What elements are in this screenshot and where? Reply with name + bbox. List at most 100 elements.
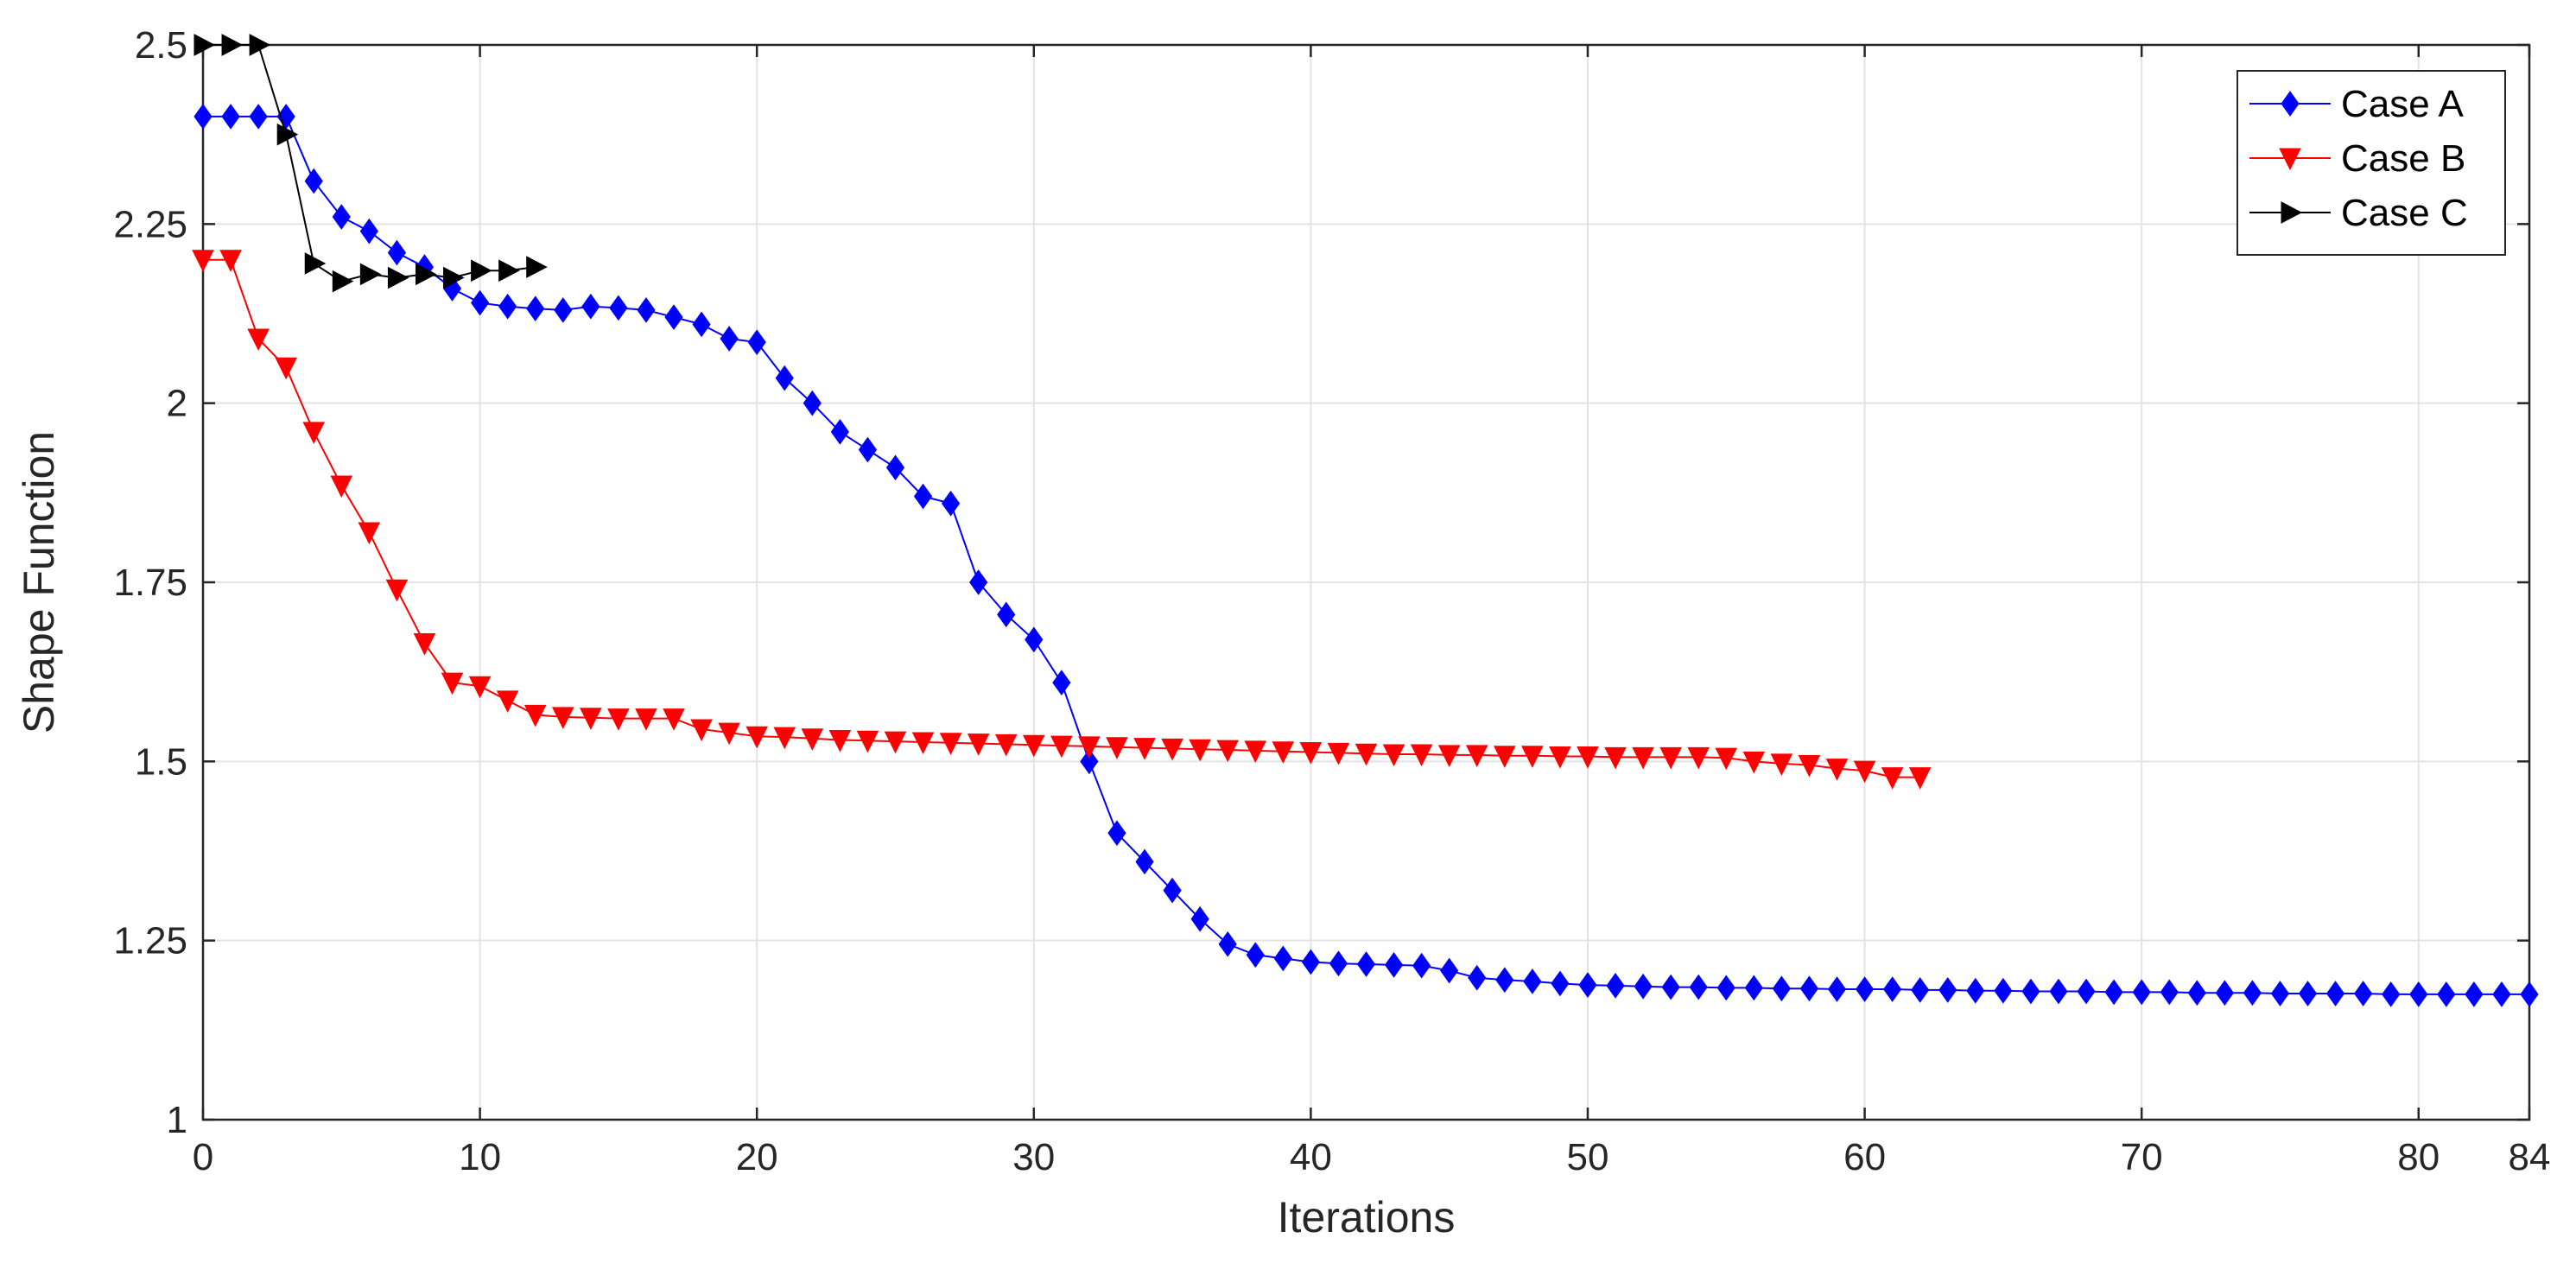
data-point-case-b — [1577, 746, 1599, 769]
y-tick-label: 1.25 — [113, 920, 187, 962]
legend-marker — [2281, 201, 2303, 224]
data-point-case-a — [2325, 981, 2345, 1006]
data-point-case-b — [247, 328, 270, 352]
data-point-case-b — [1133, 738, 1156, 760]
data-point-case-b — [1327, 742, 1350, 765]
data-point-case-b — [635, 708, 657, 731]
data-point-case-a — [554, 296, 573, 323]
x-tick-label: 60 — [1843, 1136, 1886, 1178]
grid-lines — [203, 45, 2529, 1120]
data-point-case-a — [2437, 981, 2456, 1007]
legend-marker — [2279, 148, 2301, 171]
data-point-case-b — [1078, 736, 1101, 759]
data-point-case-b — [330, 475, 353, 498]
y-tick-label: 2 — [167, 383, 187, 425]
legend-marker — [2281, 91, 2300, 117]
x-tick-label: 10 — [459, 1136, 501, 1178]
data-point-case-b — [1881, 767, 1904, 790]
data-point-case-b — [1770, 753, 1793, 776]
data-point-case-b — [1853, 760, 1876, 784]
legend-item-case-a: Case A — [2249, 83, 2465, 125]
legend-label: Case C — [2341, 192, 2468, 234]
data-point-case-b — [690, 719, 713, 742]
data-point-case-c — [415, 263, 437, 286]
data-point-case-a — [609, 295, 628, 321]
data-point-case-c — [249, 34, 271, 56]
data-point-case-b — [496, 690, 519, 713]
data-point-case-a — [304, 168, 323, 194]
data-point-case-a — [858, 436, 878, 463]
y-tick-label: 1 — [167, 1099, 187, 1141]
data-point-case-b — [358, 522, 381, 545]
data-point-case-a — [526, 295, 545, 322]
data-point-case-b — [413, 632, 436, 656]
data-point-case-b — [192, 250, 214, 272]
data-point-case-b — [219, 250, 242, 272]
data-point-case-a — [664, 304, 683, 331]
data-point-case-a — [1107, 820, 1126, 847]
data-point-case-a — [2354, 981, 2373, 1006]
data-point-case-a — [2215, 980, 2234, 1006]
data-point-case-b — [828, 729, 852, 752]
data-point-case-a — [692, 311, 711, 338]
data-point-case-b — [1106, 737, 1128, 759]
data-point-case-a — [332, 204, 351, 230]
data-point-case-a — [1384, 952, 1404, 978]
data-point-case-a — [1799, 975, 1819, 1002]
data-point-case-a — [775, 365, 794, 391]
data-point-case-a — [1495, 967, 1514, 994]
data-point-case-c — [276, 123, 299, 146]
y-tick-label: 1.75 — [113, 562, 187, 604]
data-point-case-b — [1299, 742, 1323, 765]
data-point-case-a — [1634, 973, 1653, 1000]
data-point-case-a — [581, 293, 600, 320]
data-point-case-a — [1218, 930, 1237, 957]
data-point-case-a — [2243, 980, 2262, 1006]
data-point-case-c — [498, 259, 520, 283]
data-point-case-b — [1659, 746, 1682, 770]
data-point-case-b — [1216, 740, 1240, 763]
data-point-case-a — [2270, 981, 2290, 1006]
data-point-case-b — [884, 731, 907, 754]
data-point-case-b — [1825, 759, 1849, 781]
data-point-case-a — [1578, 972, 1597, 998]
data-point-case-b — [1189, 739, 1211, 762]
data-point-case-a — [637, 296, 656, 323]
data-point-case-a — [1827, 976, 1847, 1002]
data-point-case-a — [1190, 905, 1209, 932]
data-point-case-b — [718, 722, 740, 746]
data-point-case-b — [1549, 746, 1571, 769]
series-case-b — [192, 250, 1932, 790]
data-point-case-a — [2409, 981, 2428, 1007]
data-point-case-a — [1744, 975, 1763, 1001]
data-point-case-a — [2049, 978, 2068, 1005]
data-point-case-b — [746, 726, 768, 749]
data-point-case-b — [580, 708, 602, 730]
data-point-case-b — [1798, 754, 1821, 778]
data-point-case-b — [801, 728, 824, 751]
data-point-case-a — [2382, 981, 2401, 1007]
legend-item-case-c: Case C — [2249, 192, 2468, 234]
data-point-case-b — [1908, 767, 1932, 790]
data-point-case-b — [441, 672, 464, 695]
legend-item-case-b: Case B — [2249, 137, 2465, 180]
data-point-case-b — [551, 707, 574, 730]
data-point-case-b — [385, 579, 409, 602]
x-tick-label: 84 — [2509, 1136, 2551, 1178]
data-point-case-b — [523, 704, 547, 727]
data-point-case-a — [1025, 626, 1044, 653]
data-point-case-a — [249, 104, 268, 130]
x-tick-label: 30 — [1012, 1136, 1055, 1178]
data-point-case-b — [1437, 745, 1461, 767]
data-point-case-c — [387, 266, 409, 289]
data-point-case-a — [470, 289, 490, 316]
data-point-case-b — [468, 676, 492, 699]
data-point-case-a — [1412, 952, 1431, 979]
data-point-case-a — [2465, 981, 2484, 1007]
data-point-case-a — [1994, 977, 2013, 1004]
data-point-case-a — [913, 483, 933, 510]
data-point-case-a — [1661, 974, 1680, 1000]
data-point-case-a — [1052, 670, 1071, 695]
